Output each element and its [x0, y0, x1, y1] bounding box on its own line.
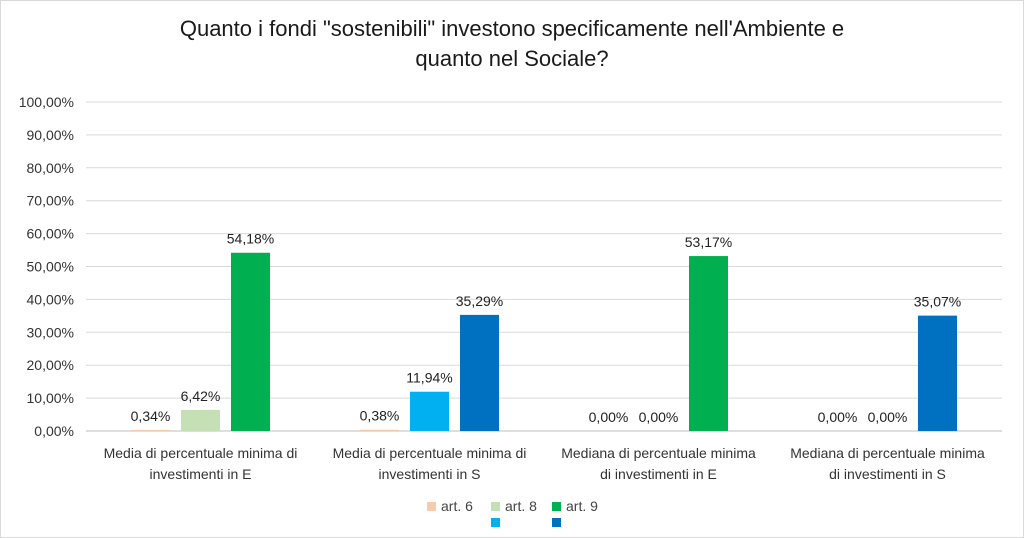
data-label: 35,29% [456, 293, 503, 309]
bar [131, 429, 170, 431]
y-tick-label: 70,00% [27, 193, 74, 209]
data-label: 35,07% [914, 294, 961, 310]
bars [131, 252, 957, 431]
category-label: Media di percentuale minima di [333, 445, 527, 461]
data-label: 0,38% [360, 408, 400, 424]
y-tick-label: 0,00% [34, 423, 74, 439]
bar [360, 429, 399, 431]
data-label: 11,94% [406, 370, 452, 386]
y-tick-label: 60,00% [27, 226, 74, 242]
category-label: investimenti in E [150, 466, 252, 482]
bar [181, 409, 220, 431]
category-label: Mediana di percentuale minima [790, 445, 985, 461]
data-label: 0,34% [131, 408, 171, 424]
legend-label: art. 6 [441, 498, 473, 514]
data-label: 0,00% [818, 409, 858, 425]
legend: art. 6 art. 8 art. 9 [427, 498, 598, 527]
y-tick-label: 80,00% [27, 160, 74, 176]
y-tick-label: 20,00% [27, 357, 74, 373]
category-label: di investimenti in S [829, 466, 946, 482]
legend-label: art. 9 [566, 498, 598, 514]
legend-swatch [491, 502, 500, 511]
legend-swatch [552, 502, 561, 511]
y-tick-label: 50,00% [27, 259, 74, 275]
data-label: 0,00% [868, 409, 908, 425]
data-label: 53,17% [685, 234, 732, 250]
y-tick-label: 100,00% [19, 94, 74, 110]
data-label: 54,18% [227, 231, 274, 247]
chart-title-line-1: Quanto i fondi "sostenibili" investono s… [179, 16, 845, 41]
y-tick-label: 10,00% [27, 390, 74, 406]
legend-swatch [427, 502, 436, 511]
legend-label: art. 8 [505, 498, 537, 514]
data-label: 0,00% [639, 409, 679, 425]
category-label: Media di percentuale minima di [104, 445, 298, 461]
bar [689, 256, 728, 431]
bar [918, 315, 957, 431]
chart-title: Quanto i fondi "sostenibili" investono s… [0, 14, 1024, 74]
bar [410, 391, 449, 431]
bar [231, 252, 270, 431]
x-axis-categories: Media di percentuale minima di investimen… [104, 445, 985, 482]
category-label: di investimenti in E [600, 466, 717, 482]
legend-swatch [491, 518, 500, 527]
y-tick-label: 40,00% [27, 291, 74, 307]
data-label: 0,00% [589, 409, 629, 425]
y-axis: 0,00% 10,00% 20,00% 30,00% 40,00% 50,00% 60,00… [19, 94, 74, 439]
data-label: 6,42% [181, 388, 221, 404]
category-label: investimenti in S [379, 466, 481, 482]
legend-swatch [552, 518, 561, 527]
data-labels: 0,34% 6,42% 54,18% 0,38% 11,94% 35,29% 0,00% 0,… [131, 231, 962, 425]
bar [460, 314, 499, 431]
y-tick-label: 90,00% [27, 127, 74, 143]
chart-title-line-2: quanto nel Sociale? [415, 46, 609, 71]
category-label: Mediana di percentuale minima [561, 445, 756, 461]
gridlines [86, 101, 1002, 432]
y-tick-label: 30,00% [27, 324, 74, 340]
